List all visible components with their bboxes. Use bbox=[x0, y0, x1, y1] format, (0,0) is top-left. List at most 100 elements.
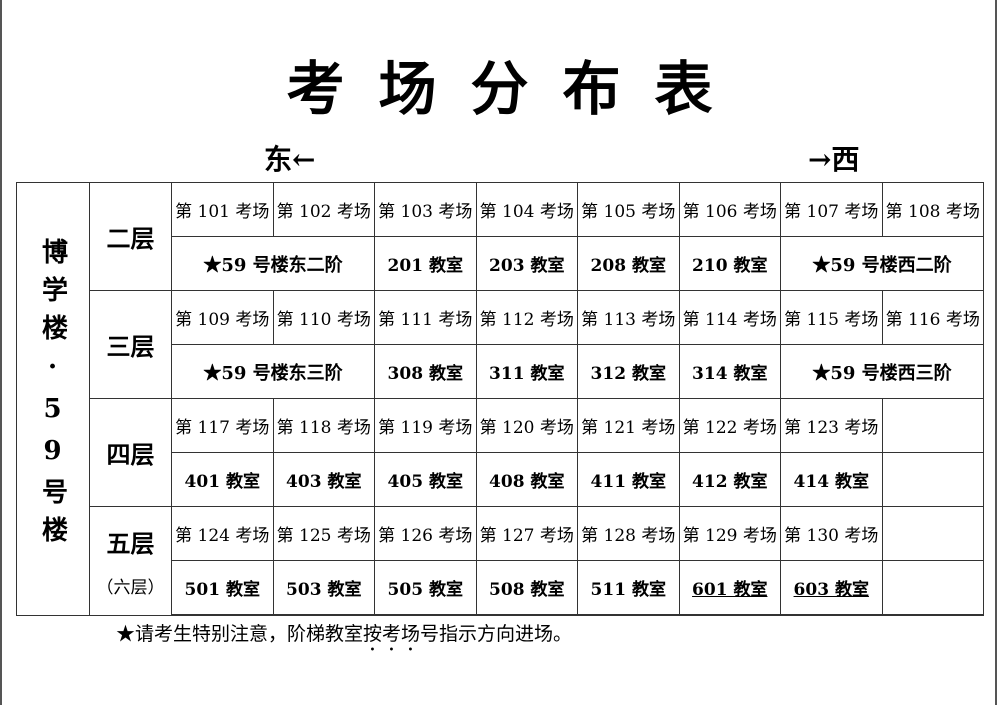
room-label: 208 教室 bbox=[590, 256, 666, 276]
notice-text: ★请考生特别注意，阶梯教室 bbox=[116, 623, 364, 645]
classroom-cell: 312 教室 bbox=[577, 344, 680, 399]
exam-row: 三层第 109 考场第 110 考场第 111 考场第 112 考场第 113 … bbox=[17, 290, 984, 399]
classroom-cell: 308 教室 bbox=[374, 344, 477, 399]
exam-row: 四层第 117 考场第 118 考场第 119 考场第 120 考场第 121 … bbox=[17, 398, 984, 507]
classroom-cell: 603 教室 bbox=[780, 560, 883, 616]
lecture-hall-cell: ★59 号楼西二阶 bbox=[780, 236, 984, 291]
exam-cell: 第 122 考场 bbox=[678, 398, 781, 453]
exam-cell: 第 114 考场 bbox=[678, 290, 781, 345]
room-label: ★59 号楼西三阶 bbox=[812, 362, 952, 384]
exam-cell: 第 128 考场 bbox=[577, 506, 680, 561]
page-title: 考场分布表 bbox=[286, 55, 747, 123]
classroom-cell: 314 教室 bbox=[678, 344, 781, 399]
classroom-cell: 405 教室 bbox=[374, 452, 477, 507]
room-label: 308 教室 bbox=[387, 364, 463, 384]
exam-cell: 第 121 考场 bbox=[577, 398, 680, 453]
floor-label: 三层 bbox=[89, 290, 172, 399]
lecture-hall-cell: ★59 号楼东二阶 bbox=[171, 236, 375, 291]
classroom-cell: 208 教室 bbox=[577, 236, 680, 291]
exam-cell: 第 107 考场 bbox=[780, 182, 883, 237]
room-label: 210 教室 bbox=[692, 256, 768, 276]
room-label: 412 教室 bbox=[692, 472, 768, 492]
classroom-cell: 203 教室 bbox=[475, 236, 578, 291]
classroom-cell: 414 教室 bbox=[780, 452, 883, 507]
exam-cell bbox=[881, 506, 984, 561]
floor-name: 五层 bbox=[106, 528, 155, 558]
exam-cell: 第 129 考场 bbox=[678, 506, 781, 561]
room-label: 405 教室 bbox=[387, 472, 463, 492]
notice-text-end: 号指示方向进场。 bbox=[420, 623, 573, 645]
classroom-cell: 412 教室 bbox=[678, 452, 781, 507]
exam-cell: 第 104 考场 bbox=[475, 182, 578, 237]
lecture-hall-cell: ★59 号楼西三阶 bbox=[780, 344, 984, 399]
room-label: 508 教室 bbox=[489, 580, 565, 600]
room-label: 314 教室 bbox=[692, 364, 768, 384]
exam-cell: 第 112 考场 bbox=[475, 290, 578, 345]
room-label: 501 教室 bbox=[184, 580, 260, 600]
exam-cell: 第 108 考场 bbox=[881, 182, 984, 237]
room-label: 601 教室 bbox=[692, 580, 768, 600]
classroom-cell: 511 教室 bbox=[577, 560, 680, 616]
exam-cell: 第 118 考场 bbox=[272, 398, 375, 453]
exam-cell: 第 101 考场 bbox=[171, 182, 274, 237]
classroom-cell: 210 教室 bbox=[678, 236, 781, 291]
exam-cell: 第 124 考场 bbox=[171, 506, 274, 561]
exam-cell: 第 126 考场 bbox=[374, 506, 477, 561]
building-label: 博学楼·59号楼 bbox=[37, 238, 68, 555]
page-edge-left bbox=[0, 0, 2, 705]
exam-cell: 第 103 考场 bbox=[374, 182, 477, 237]
classroom-cell: 508 教室 bbox=[475, 560, 578, 616]
exam-cell: 第 111 考场 bbox=[374, 290, 477, 345]
floor-label: 五层 （六层） bbox=[89, 506, 172, 616]
exam-cell: 第 106 考场 bbox=[678, 182, 781, 237]
room-label: 203 教室 bbox=[489, 256, 565, 276]
room-label: 311 教室 bbox=[489, 364, 565, 384]
room-label: 401 教室 bbox=[184, 472, 260, 492]
room-label: 603 教室 bbox=[793, 580, 869, 600]
room-label: 414 教室 bbox=[793, 472, 869, 492]
direction-east: 东← bbox=[264, 143, 316, 176]
room-label: ★59 号楼东三阶 bbox=[203, 362, 343, 384]
room-label: 411 教室 bbox=[590, 472, 666, 492]
classroom-cell: 401 教室 bbox=[171, 452, 274, 507]
exam-cell bbox=[881, 398, 984, 453]
exam-cell: 第 119 考场 bbox=[374, 398, 477, 453]
exam-cell: 第 109 考场 bbox=[171, 290, 274, 345]
exam-room-table: 博学楼·59号楼 二层第 101 考场第 102 考场第 103 考场第 104 … bbox=[16, 182, 984, 616]
classroom-cell: 505 教室 bbox=[374, 560, 477, 616]
floor-name: 二层 bbox=[106, 224, 155, 253]
room-row: 401 教室 403 教室 405 教室 408 教室 411 教室 412 教室 414 … bbox=[17, 452, 984, 507]
classroom-cell: 411 教室 bbox=[577, 452, 680, 507]
floor-label: 二层 bbox=[89, 182, 172, 291]
exam-cell: 第 110 考场 bbox=[272, 290, 375, 345]
classroom-cell bbox=[881, 560, 984, 616]
classroom-cell: 503 教室 bbox=[272, 560, 375, 616]
classroom-cell: 201 教室 bbox=[374, 236, 477, 291]
floor-name: 四层 bbox=[106, 440, 155, 469]
room-label: 511 教室 bbox=[590, 580, 666, 600]
notice-emphasis: 按考场 bbox=[363, 623, 421, 645]
room-label: 505 教室 bbox=[387, 580, 463, 600]
exam-cell: 第 130 考场 bbox=[780, 506, 883, 561]
exam-cell: 第 102 考场 bbox=[272, 182, 375, 237]
classroom-cell bbox=[881, 452, 984, 507]
lecture-hall-cell: ★59 号楼东三阶 bbox=[171, 344, 375, 399]
classroom-cell: 601 教室 bbox=[678, 560, 781, 616]
room-label: 403 教室 bbox=[286, 472, 362, 492]
notice: ★请考生特别注意，阶梯教室按考场号指示方向进场。 bbox=[116, 619, 572, 656]
exam-cell: 第 117 考场 bbox=[171, 398, 274, 453]
room-row: ★59 号楼东二阶 201 教室 203 教室 208 教室 210 教室 ★59 号楼西… bbox=[17, 236, 984, 291]
floor-name: 三层 bbox=[106, 332, 155, 361]
exam-cell: 第 116 考场 bbox=[881, 290, 984, 345]
room-label: 408 教室 bbox=[489, 472, 565, 492]
floor-label: 四层 bbox=[89, 398, 172, 507]
room-label: ★59 号楼西二阶 bbox=[812, 254, 952, 276]
room-label: ★59 号楼东二阶 bbox=[203, 254, 343, 276]
exam-cell: 第 120 考场 bbox=[475, 398, 578, 453]
page-edge-right bbox=[995, 0, 997, 705]
exam-row: 五层 （六层）第 124 考场第 125 考场第 126 考场第 127 考场第 … bbox=[17, 506, 984, 616]
exam-cell: 第 127 考场 bbox=[475, 506, 578, 561]
room-label: 503 教室 bbox=[286, 580, 362, 600]
exam-cell: 第 123 考场 bbox=[780, 398, 883, 453]
floor-sub: （六层） bbox=[96, 577, 165, 598]
